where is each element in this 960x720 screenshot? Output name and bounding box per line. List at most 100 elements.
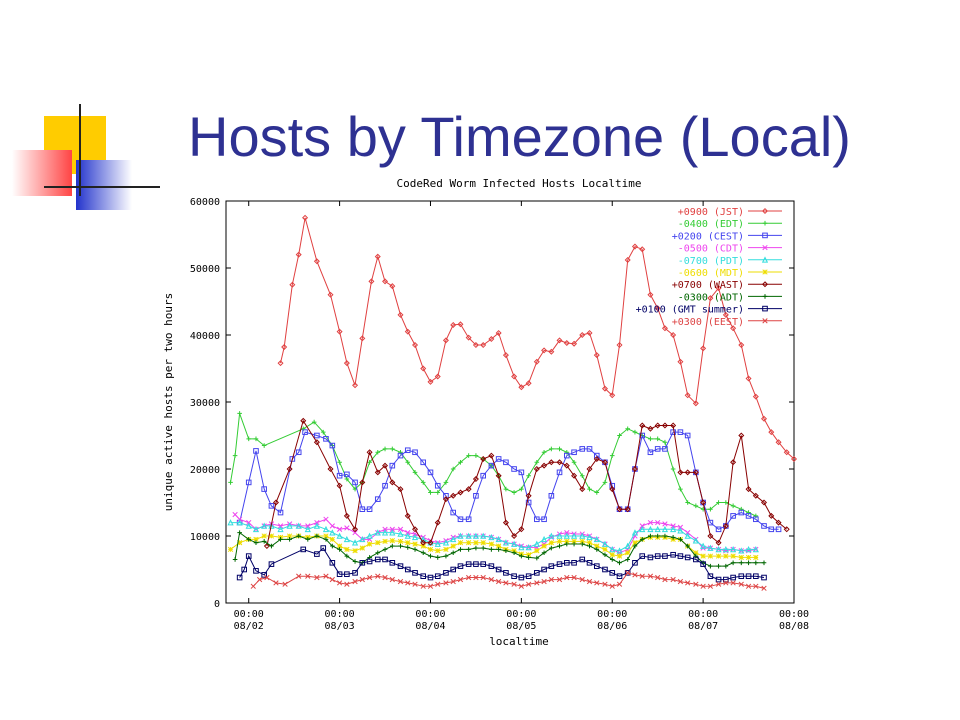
data-point: [609, 557, 615, 562]
data-point: [488, 541, 495, 547]
y-tick-label: 20000: [190, 465, 220, 476]
data-point: [336, 328, 343, 335]
data-point: [295, 449, 302, 456]
data-point: [730, 574, 736, 581]
data-point: [548, 348, 555, 355]
data-point: [655, 574, 661, 581]
data-point: [761, 207, 769, 215]
data-point: [495, 578, 502, 585]
data-point: [518, 384, 525, 391]
data-point: [435, 548, 441, 554]
data-point: [762, 305, 768, 312]
data-point: [458, 547, 463, 552]
legend-label: -0600 (MDT): [678, 268, 744, 279]
data-point: [730, 560, 736, 566]
series-line: [234, 531, 764, 567]
data-point: [397, 311, 404, 318]
data-point: [602, 566, 608, 573]
data-point: [323, 533, 329, 539]
data-point: [625, 570, 631, 576]
data-point: [389, 560, 396, 566]
data-point: [775, 519, 782, 526]
data-point: [609, 552, 615, 558]
data-point: [473, 493, 479, 499]
data-point: [442, 337, 449, 344]
data-point: [540, 535, 548, 543]
data-point: [272, 499, 279, 506]
data-point: [518, 583, 525, 589]
data-point: [753, 583, 759, 589]
data-point: [525, 581, 532, 587]
data-point: [359, 535, 366, 543]
data-point: [382, 556, 388, 563]
x-axis-label: localtime: [489, 635, 549, 648]
data-point: [374, 496, 381, 502]
data-point: [236, 574, 243, 581]
data-point: [442, 539, 450, 546]
data-point: [587, 486, 592, 492]
data-point: [420, 535, 427, 543]
x-tick-date-label: 08/03: [325, 621, 355, 632]
series-9: [250, 570, 767, 591]
data-point: [526, 555, 531, 560]
data-point: [329, 442, 336, 449]
data-point: [389, 538, 395, 544]
data-point: [302, 429, 308, 435]
data-point: [670, 466, 676, 472]
data-point: [700, 542, 707, 549]
data-point: [323, 573, 329, 579]
data-point: [336, 526, 343, 532]
data-point: [320, 545, 327, 551]
data-point: [236, 519, 243, 526]
data-point: [304, 525, 311, 533]
data-point: [639, 537, 645, 542]
data-point: [564, 560, 570, 566]
data-point: [723, 576, 729, 583]
data-point: [609, 570, 616, 576]
data-point: [601, 540, 609, 547]
data-point: [268, 522, 275, 529]
data-point: [465, 561, 472, 567]
data-point: [587, 543, 592, 549]
data-point: [723, 563, 729, 569]
data-point: [570, 532, 578, 539]
series-line: [239, 547, 765, 581]
data-point: [305, 573, 311, 579]
data-point: [420, 459, 427, 466]
data-point: [632, 543, 638, 549]
decor-horizontal-line: [44, 186, 160, 188]
data-point: [602, 480, 608, 485]
data-point: [661, 525, 669, 533]
data-point: [488, 336, 495, 343]
data-point: [450, 321, 457, 328]
data-point: [609, 545, 616, 553]
data-point: [277, 525, 284, 533]
data-point: [541, 449, 547, 455]
data-point: [662, 553, 668, 559]
data-point: [617, 560, 622, 566]
data-point: [609, 583, 615, 589]
data-point: [730, 459, 737, 466]
data-point: [232, 453, 238, 458]
data-point: [253, 568, 259, 574]
data-point: [375, 573, 381, 579]
data-point: [625, 557, 630, 562]
data-point: [632, 560, 638, 566]
data-point: [329, 536, 335, 543]
data-point: [790, 455, 798, 462]
data-point: [305, 537, 311, 542]
data-point: [352, 479, 358, 486]
data-point: [511, 490, 517, 495]
data-point: [253, 436, 259, 442]
data-point: [745, 486, 752, 493]
data-point: [745, 513, 752, 519]
data-point: [511, 373, 518, 380]
data-point: [412, 541, 418, 547]
data-point: [670, 525, 677, 533]
data-point: [457, 489, 464, 496]
decor-vertical-line: [79, 104, 81, 196]
data-point: [616, 506, 623, 513]
data-point: [389, 283, 396, 290]
data-point: [336, 532, 343, 539]
data-point: [526, 473, 531, 478]
